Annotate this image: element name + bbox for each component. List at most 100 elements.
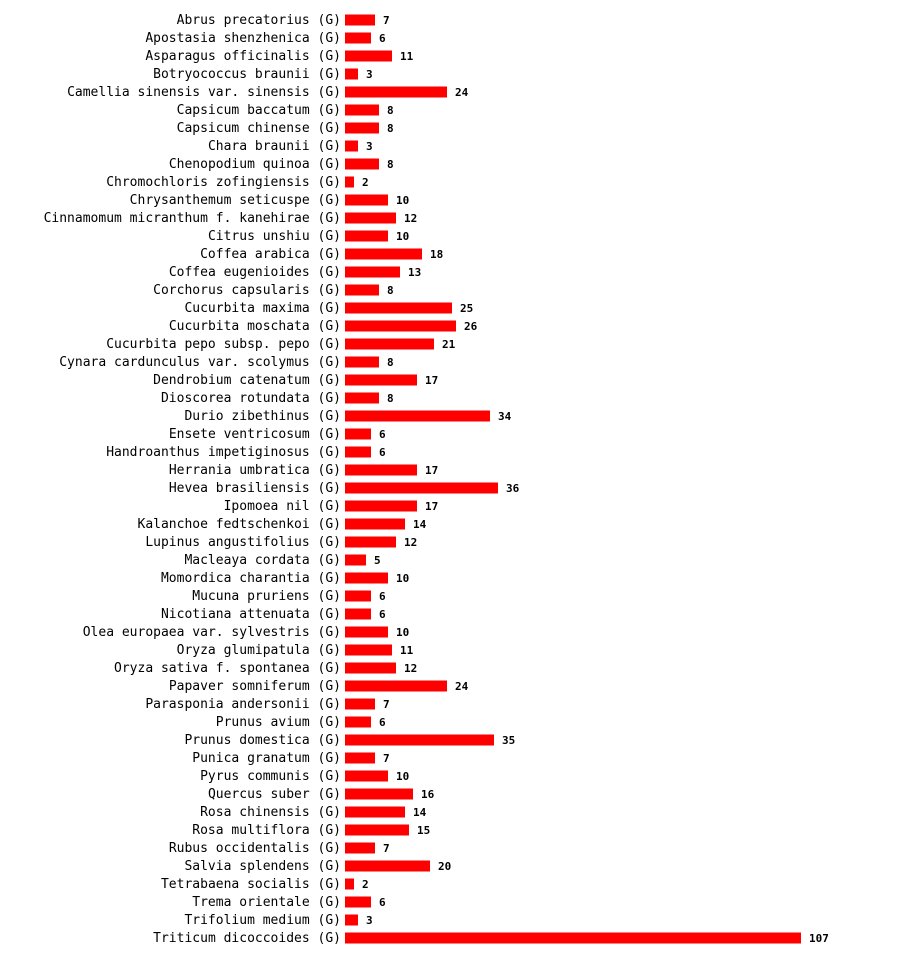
bar-olea-europaea-var-sylvestris — [345, 626, 388, 638]
category-label-cucurbita-pepo-subsp-pepo: Cucurbita pepo subsp. pepo (G) — [106, 337, 341, 352]
value-label-apostasia-shenzhenica: 6 — [379, 32, 386, 45]
category-label-handroanthus-impetiginosus: Handroanthus impetiginosus (G) — [106, 445, 341, 460]
bar-rubus-occidentalis — [345, 842, 375, 854]
bar-cucurbita-maxima — [345, 302, 452, 314]
category-label-citrus-unshiu: Citrus unshiu (G) — [208, 229, 341, 244]
value-label-chenopodium-quinoa: 8 — [387, 158, 394, 171]
bar-chromochloris-zofingiensis — [345, 176, 354, 188]
category-label-asparagus-officinalis: Asparagus officinalis (G) — [145, 49, 341, 64]
category-label-herrania-umbratica: Herrania umbratica (G) — [169, 463, 341, 478]
value-label-prunus-avium: 6 — [379, 716, 386, 729]
bar-pyrus-communis — [345, 770, 388, 782]
category-label-oryza-glumipatula: Oryza glumipatula (G) — [177, 643, 341, 658]
bar-nicotiana-attenuata — [345, 608, 371, 620]
value-label-ensete-ventricosum: 6 — [379, 428, 386, 441]
category-label-abrus-precatorius: Abrus precatorius (G) — [177, 13, 341, 28]
bar-tetrabaena-socialis — [345, 878, 354, 890]
category-label-rosa-multiflora: Rosa multiflora (G) — [192, 823, 341, 838]
value-label-durio-zibethinus: 34 — [498, 410, 512, 423]
category-label-dioscorea-rotundata: Dioscorea rotundata (G) — [161, 391, 341, 406]
value-label-cinnamomum-micranthum-f-kanehirae: 12 — [404, 212, 417, 225]
value-label-cucurbita-pepo-subsp-pepo: 21 — [442, 338, 456, 351]
bar-cynara-cardunculus-var-scolymus — [345, 356, 379, 368]
bar-mucuna-pruriens — [345, 590, 371, 602]
bar-hevea-brasiliensis — [345, 482, 498, 494]
value-label-abrus-precatorius: 7 — [383, 14, 390, 27]
bar-chara-braunii — [345, 140, 358, 152]
value-label-ipomoea-nil: 17 — [425, 500, 438, 513]
value-label-corchorus-capsularis: 8 — [387, 284, 394, 297]
bar-oryza-sativa-f-spontanea — [345, 662, 396, 674]
bar-handroanthus-impetiginosus — [345, 446, 371, 458]
bar-kalanchoe-fedtschenkoi — [345, 518, 405, 530]
bar-prunus-avium — [345, 716, 371, 728]
bar-ensete-ventricosum — [345, 428, 371, 440]
value-label-triticum-dicoccoides: 107 — [809, 932, 829, 945]
category-label-capsicum-chinense: Capsicum chinense (G) — [177, 121, 341, 136]
bar-rosa-chinensis — [345, 806, 405, 818]
bar-salvia-splendens — [345, 860, 430, 872]
bar-dioscorea-rotundata — [345, 392, 379, 404]
category-label-chromochloris-zofingiensis: Chromochloris zofingiensis (G) — [106, 175, 341, 190]
category-label-trema-orientale: Trema orientale (G) — [192, 895, 341, 910]
category-label-cinnamomum-micranthum-f-kanehirae: Cinnamomum micranthum f. kanehirae (G) — [44, 211, 341, 226]
category-label-macleaya-cordata: Macleaya cordata (G) — [184, 553, 341, 568]
value-label-mucuna-pruriens: 6 — [379, 590, 386, 603]
category-label-olea-europaea-var-sylvestris: Olea europaea var. sylvestris (G) — [83, 625, 341, 640]
category-label-mucuna-pruriens: Mucuna pruriens (G) — [192, 589, 341, 604]
category-label-camellia-sinensis-var-sinensis: Camellia sinensis var. sinensis (G) — [67, 85, 341, 100]
category-label-botryococcus-braunii: Botryococcus braunii (G) — [153, 67, 341, 82]
bar-momordica-charantia — [345, 572, 388, 584]
value-label-momordica-charantia: 10 — [396, 572, 409, 585]
value-label-rosa-chinensis: 14 — [413, 806, 427, 819]
bar-dendrobium-catenatum — [345, 374, 417, 386]
category-label-punica-granatum: Punica granatum (G) — [192, 751, 341, 766]
bar-asparagus-officinalis — [345, 50, 392, 62]
bar-corchorus-capsularis — [345, 284, 379, 296]
category-label-triticum-dicoccoides: Triticum dicoccoides (G) — [153, 931, 341, 946]
category-label-parasponia-andersonii: Parasponia andersonii (G) — [145, 697, 341, 712]
value-label-oryza-glumipatula: 11 — [400, 644, 414, 657]
bar-capsicum-chinense — [345, 122, 379, 134]
category-label-oryza-sativa-f-spontanea: Oryza sativa f. spontanea (G) — [114, 661, 341, 676]
value-label-papaver-somniferum: 24 — [455, 680, 469, 693]
bar-botryococcus-braunii — [345, 68, 358, 80]
value-label-rosa-multiflora: 15 — [417, 824, 430, 837]
value-label-salvia-splendens: 20 — [438, 860, 451, 873]
category-label-pyrus-communis: Pyrus communis (G) — [200, 769, 341, 784]
bar-camellia-sinensis-var-sinensis — [345, 86, 447, 98]
category-label-rosa-chinensis: Rosa chinensis (G) — [200, 805, 341, 820]
bar-oryza-glumipatula — [345, 644, 392, 656]
category-label-hevea-brasiliensis: Hevea brasiliensis (G) — [169, 481, 341, 496]
category-label-nicotiana-attenuata: Nicotiana attenuata (G) — [161, 607, 341, 622]
value-label-tetrabaena-socialis: 2 — [362, 878, 369, 891]
category-label-corchorus-capsularis: Corchorus capsularis (G) — [153, 283, 341, 298]
category-label-kalanchoe-fedtschenkoi: Kalanchoe fedtschenkoi (G) — [138, 517, 342, 532]
bar-lupinus-angustifolius — [345, 536, 396, 548]
category-label-durio-zibethinus: Durio zibethinus (G) — [184, 409, 341, 424]
category-label-prunus-domestica: Prunus domestica (G) — [184, 733, 341, 748]
bar-quercus-suber — [345, 788, 413, 800]
category-label-chara-braunii: Chara braunii (G) — [208, 139, 341, 154]
bar-trema-orientale — [345, 896, 371, 908]
value-label-capsicum-baccatum: 8 — [387, 104, 394, 117]
value-label-chromochloris-zofingiensis: 2 — [362, 176, 369, 189]
value-label-dendrobium-catenatum: 17 — [425, 374, 438, 387]
bar-parasponia-andersonii — [345, 698, 375, 710]
bar-rosa-multiflora — [345, 824, 409, 836]
bar-trifolium-medium — [345, 914, 358, 926]
category-label-salvia-splendens: Salvia splendens (G) — [184, 859, 341, 874]
value-label-camellia-sinensis-var-sinensis: 24 — [455, 86, 469, 99]
value-label-macleaya-cordata: 5 — [374, 554, 381, 567]
value-label-coffea-arabica: 18 — [430, 248, 443, 261]
bar-macleaya-cordata — [345, 554, 366, 566]
value-label-nicotiana-attenuata: 6 — [379, 608, 386, 621]
bar-apostasia-shenzhenica — [345, 32, 371, 44]
category-label-cucurbita-maxima: Cucurbita maxima (G) — [184, 301, 341, 316]
bar-citrus-unshiu — [345, 230, 388, 242]
bar-prunus-domestica — [345, 734, 494, 746]
value-label-trema-orientale: 6 — [379, 896, 386, 909]
value-label-cynara-cardunculus-var-scolymus: 8 — [387, 356, 394, 369]
value-label-olea-europaea-var-sylvestris: 10 — [396, 626, 409, 639]
